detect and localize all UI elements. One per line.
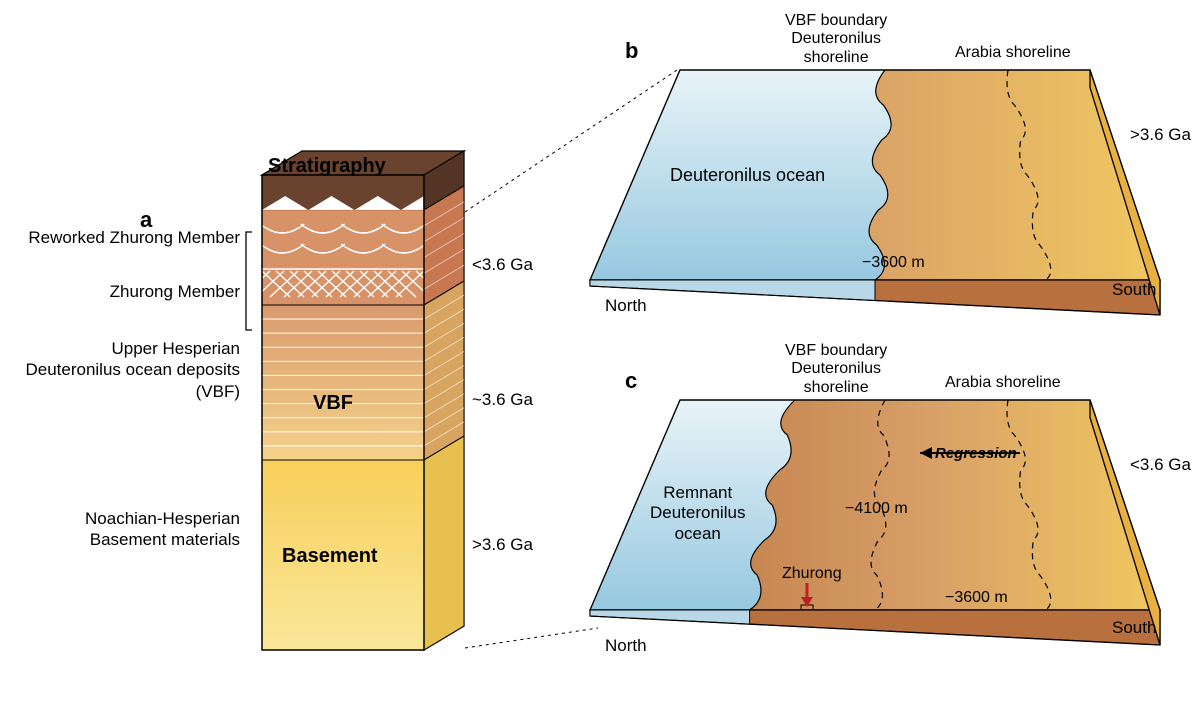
panel-b-arabia-label: Arabia shoreline	[955, 44, 1071, 62]
panel-c-zhurong: Zhurong	[782, 565, 842, 583]
panel-c-arabia-label: Arabia shoreline	[945, 374, 1061, 392]
label-age-gt36: >3.6 Ga	[472, 535, 533, 555]
panel-b-vbf-shoreline-label: VBF boundary Deuteronilus shoreline	[785, 12, 887, 67]
panel-c-ocean-label: Remnant Deuteronilus ocean	[650, 483, 745, 544]
panel-c-north: North	[605, 636, 647, 656]
panel-c-letter: c	[625, 368, 637, 394]
label-basement-block: Basement	[282, 545, 378, 568]
panel-b-letter: b	[625, 38, 638, 64]
label-noachian-basement: Noachian-Hesperian Basement materials	[0, 508, 240, 551]
label-vbf-block: VBF	[313, 392, 353, 415]
panel-b-ocean-label: Deuteronilus ocean	[670, 165, 825, 186]
panel-b-north: North	[605, 296, 647, 316]
label-upper-hesperian: Upper Hesperian Deuteronilus ocean depos…	[0, 338, 240, 402]
label-age-lt36: <3.6 Ga	[472, 255, 533, 275]
label-age-approx36: ~3.6 Ga	[472, 390, 533, 410]
panel-c-south: South	[1112, 618, 1156, 638]
panel-b-elev-3600: −3600 m	[862, 254, 925, 272]
panel-c-elev-4100: −4100 m	[845, 500, 908, 518]
panel-b-south: South	[1112, 280, 1156, 300]
panel-b-age: >3.6 Ga	[1130, 125, 1191, 145]
panel-c-vbf-shoreline-label: VBF boundary Deuteronilus shoreline	[785, 342, 887, 397]
panel-c-age: <3.6 Ga	[1130, 455, 1191, 475]
panel-c-elev-3600: −3600 m	[945, 589, 1008, 607]
label-zhurong-member: Zhurong Member	[0, 282, 240, 302]
label-reworked-zhurong: Reworked Zhurong Member	[0, 228, 240, 248]
panel-c-regression: Regression	[935, 445, 1017, 462]
panel-a-title: Stratigraphy	[268, 155, 386, 178]
